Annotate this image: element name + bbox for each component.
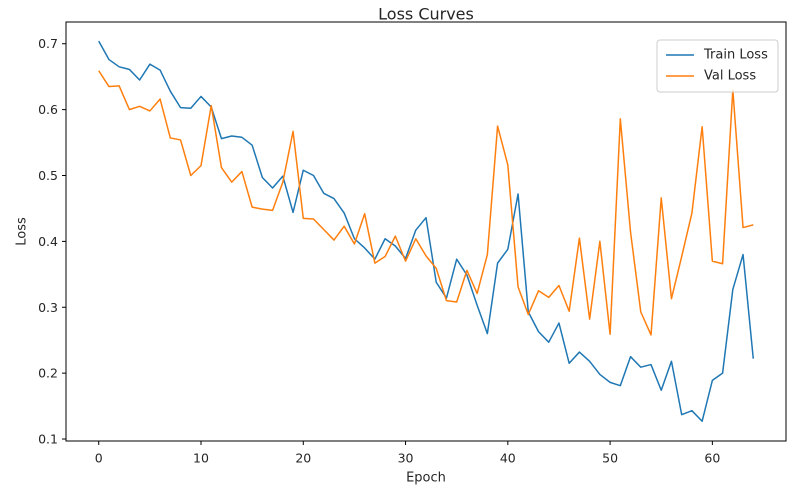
series-line-val-loss	[98, 70, 754, 336]
x-tick-label: 10	[193, 451, 209, 466]
chart-title: Loss Curves	[378, 5, 474, 24]
x-tick-label: 60	[704, 451, 720, 466]
legend-label-train-loss: Train Loss	[703, 48, 768, 63]
x-axis-label: Epoch	[406, 471, 446, 486]
y-axis-ticks: 0.1 0.2 0.3 0.4 0.5 0.6 0.7	[38, 36, 66, 447]
legend: Train Loss Val Loss	[656, 39, 779, 93]
x-tick-label: 50	[602, 451, 618, 466]
y-axis-label: Loss	[15, 217, 30, 246]
y-tick-label: 0.2	[38, 366, 58, 381]
x-tick-label: 40	[500, 451, 516, 466]
y-tick-label: 0.3	[38, 300, 58, 315]
x-axis-ticks: 0 10 20 30 40 50 60	[95, 441, 720, 466]
plot-frame	[65, 21, 787, 442]
x-tick-label: 0	[95, 451, 103, 466]
y-tick-label: 0.6	[38, 102, 58, 117]
legend-box	[656, 39, 779, 93]
y-tick-label: 0.4	[38, 234, 58, 249]
y-tick-label: 0.5	[38, 168, 58, 183]
series-layer	[98, 40, 755, 422]
y-tick-label: 0.1	[38, 432, 58, 447]
legend-label-val-loss: Val Loss	[704, 69, 756, 84]
x-tick-label: 20	[295, 451, 311, 466]
series-line-train-loss	[98, 40, 755, 422]
x-tick-label: 30	[398, 451, 414, 466]
y-tick-label: 0.7	[38, 36, 58, 51]
